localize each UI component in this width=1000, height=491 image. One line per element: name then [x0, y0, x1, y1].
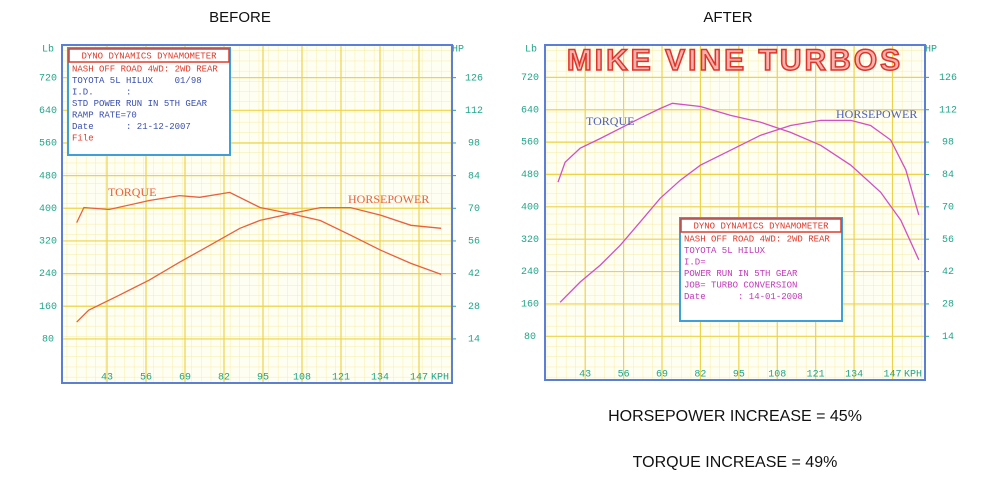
- note: TORQUE INCREASE = 49%: [633, 454, 838, 471]
- y2-tick-label: 112: [939, 105, 957, 116]
- y-tick-label: 320: [521, 235, 539, 246]
- plot-border: [61, 44, 453, 384]
- y-tick-label: 160: [39, 302, 57, 313]
- series-label: TORQUE: [108, 185, 156, 199]
- x-tick-label: 95: [257, 373, 269, 384]
- y-tick-label: 560: [39, 139, 57, 150]
- x-tick-label: 134: [371, 373, 389, 384]
- info-line: POWER RUN IN 5TH GEAR: [684, 269, 798, 279]
- y-axis-label: Lb: [525, 44, 537, 56]
- y2-tick-label: 14: [942, 332, 954, 343]
- series-line: [559, 119, 920, 303]
- y-tick-label: 640: [521, 105, 539, 116]
- info-line: I.D=: [684, 257, 706, 267]
- y2-tick-label: 28: [942, 300, 954, 311]
- info-line: TOYOTA 5L HILUX 01/98: [72, 76, 202, 86]
- y2-tick-label: 56: [942, 235, 954, 246]
- banner: MIKE VINE TURBOS: [567, 44, 903, 77]
- x-axis-label: KPH: [431, 373, 449, 384]
- x-tick-label: 147: [883, 370, 901, 381]
- y-axis-label: Lb: [42, 44, 54, 56]
- y-tick-label: 80: [42, 335, 54, 346]
- series-label: HORSEPOWER: [348, 192, 429, 206]
- y-tick-label: 400: [39, 204, 57, 215]
- series-line: [76, 206, 442, 323]
- info-line: STD POWER RUN IN 5TH GEAR: [72, 99, 208, 109]
- info-line: TOYOTA 5L HILUX: [684, 246, 766, 256]
- info-line: Date : 21-12-2007: [72, 122, 191, 132]
- y-tick-label: 400: [521, 202, 539, 213]
- chart-title: BEFORE: [209, 9, 271, 26]
- y-tick-label: 480: [39, 171, 57, 182]
- minor-grid: [545, 45, 925, 380]
- y-tick-label: 80: [524, 332, 536, 343]
- x-tick-label: 56: [140, 373, 152, 384]
- info-box: [67, 47, 231, 156]
- y2-axis-label: HP: [925, 45, 937, 56]
- plot-border: [544, 44, 926, 381]
- info-title-box: [68, 48, 230, 63]
- info-line: NASH OFF ROAD 4WD: 2WD REAR: [684, 234, 830, 244]
- series-label: TORQUE: [586, 114, 634, 128]
- x-tick-label: 108: [293, 373, 311, 384]
- x-tick-label: 69: [179, 373, 191, 384]
- x-tick-label: 147: [410, 373, 428, 384]
- y-tick-label: 720: [521, 73, 539, 84]
- y-tick-label: 720: [39, 73, 57, 84]
- y-tick-label: 240: [521, 267, 539, 278]
- y-tick-label: 160: [521, 300, 539, 311]
- x-tick-label: 43: [101, 373, 113, 384]
- y2-tick-label: 126: [465, 73, 483, 84]
- info-box: [679, 217, 843, 322]
- x-tick-label: 95: [733, 370, 745, 381]
- info-line: NASH OFF ROAD 4WD: 2WD REAR: [72, 64, 218, 74]
- series-line: [76, 191, 442, 276]
- y2-tick-label: 56: [468, 237, 480, 248]
- info-title: DYNO DYNAMICS DYNAMOMETER: [693, 221, 829, 231]
- note: HORSEPOWER INCREASE = 45%: [608, 408, 862, 425]
- y2-tick-label: 42: [468, 269, 480, 280]
- chart-title: AFTER: [703, 9, 752, 26]
- x-tick-label: 43: [579, 370, 591, 381]
- x-tick-label: 121: [332, 373, 350, 384]
- info-line: RAMP RATE=70: [72, 110, 137, 120]
- info-line: JOB= TURBO CONVERSION: [684, 280, 797, 290]
- y-tick-label: 240: [39, 269, 57, 280]
- y2-tick-label: 84: [468, 171, 480, 182]
- y2-tick-label: 98: [942, 138, 954, 149]
- series-label: HORSEPOWER: [836, 107, 917, 121]
- chart: AFTER 80 160 240 320 400 480 560 640 720 14 28 42 56 7…: [521, 9, 957, 381]
- chart: BEFORE 80 160 240 320 400 480 560 640 720 14 28 42 56…: [39, 9, 483, 384]
- y2-tick-label: 112: [465, 106, 483, 117]
- x-tick-label: 121: [807, 370, 825, 381]
- y-tick-label: 480: [521, 170, 539, 181]
- y2-tick-label: 70: [942, 202, 954, 213]
- y-tick-label: 320: [39, 237, 57, 248]
- info-line: I.D. :: [72, 87, 131, 97]
- y2-tick-label: 14: [468, 335, 480, 346]
- x-tick-label: 108: [768, 370, 786, 381]
- x-axis-label: KPH: [904, 370, 922, 381]
- y-tick-label: 560: [521, 138, 539, 149]
- y2-tick-label: 42: [942, 267, 954, 278]
- info-title: DYNO DYNAMICS DYNAMOMETER: [81, 51, 217, 61]
- info-line: File: [72, 133, 94, 143]
- info-title-box: [680, 218, 842, 233]
- y2-tick-label: 126: [939, 73, 957, 84]
- y2-tick-label: 28: [468, 302, 480, 313]
- x-tick-label: 69: [656, 370, 668, 381]
- y2-tick-label: 98: [468, 139, 480, 150]
- x-tick-label: 134: [845, 370, 863, 381]
- y2-tick-label: 84: [942, 170, 954, 181]
- x-tick-label: 82: [694, 370, 706, 381]
- x-tick-label: 56: [618, 370, 630, 381]
- x-tick-label: 82: [218, 373, 230, 384]
- series-line: [557, 102, 920, 261]
- info-line: Date : 14-01-2008: [684, 292, 803, 302]
- y2-axis-label: HP: [452, 45, 464, 56]
- y2-tick-label: 70: [468, 204, 480, 215]
- y-tick-label: 640: [39, 106, 57, 117]
